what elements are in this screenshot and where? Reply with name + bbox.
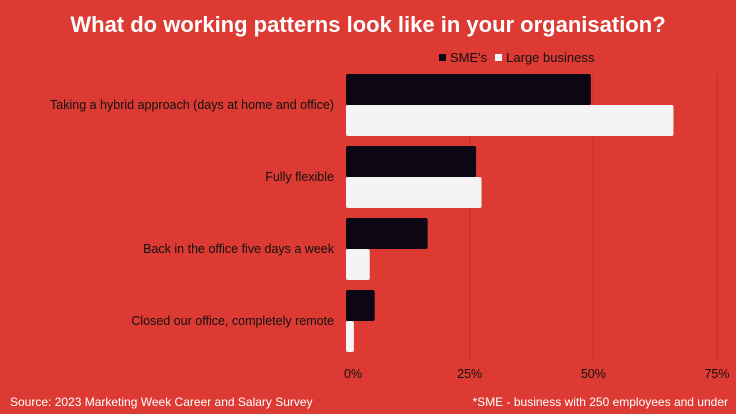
- legend-item-sme: SME's: [439, 50, 487, 65]
- category-label-3: Back in the office five days a week: [143, 242, 335, 256]
- source-note: Source: 2023 Marketing Week Career and S…: [10, 395, 313, 409]
- x-tick-label-3: 75%: [704, 367, 729, 381]
- bar-large-business-2: [346, 177, 482, 208]
- x-tick-label-0: 0%: [344, 367, 362, 381]
- bar-sme-3: [346, 218, 428, 249]
- chart-legend: SME's Large business: [439, 50, 602, 65]
- legend-label-sme: SME's: [450, 50, 488, 65]
- bar-sme-1: [346, 74, 591, 105]
- bar-large-business-3: [346, 249, 370, 280]
- x-tick-label-1: 25%: [457, 367, 482, 381]
- bar-sme-2: [346, 146, 477, 177]
- category-label-1: Taking a hybrid approach (days at home a…: [50, 98, 334, 112]
- bar-sme-4: [346, 290, 375, 321]
- chart-title: What do working patterns look like in yo…: [70, 12, 666, 37]
- category-label-2: Fully flexible: [265, 170, 334, 184]
- category-label-4: Closed our office, completely remote: [131, 314, 334, 328]
- legend-swatch-large-business: [495, 54, 503, 61]
- legend-label-large-business: Large business: [506, 50, 595, 65]
- bar-large-business-1: [346, 105, 674, 136]
- sme-definition-note: *SME - business with 250 employees and u…: [472, 395, 728, 409]
- legend-swatch-sme: [439, 54, 446, 61]
- x-tick-label-2: 50%: [581, 367, 606, 381]
- bar-large-business-4: [346, 321, 354, 352]
- legend-item-large-business: Large business: [495, 50, 594, 65]
